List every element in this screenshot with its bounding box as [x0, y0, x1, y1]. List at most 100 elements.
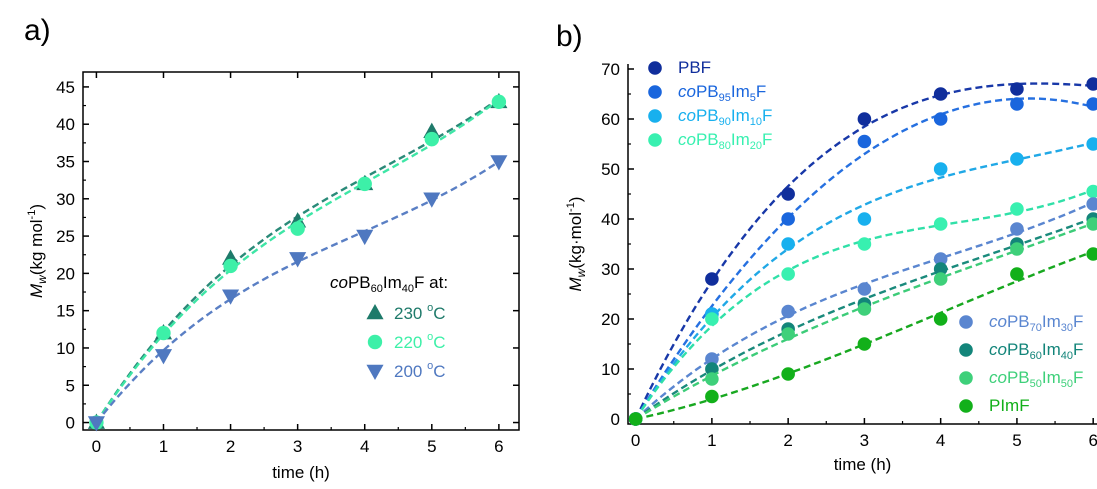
legend-item: 220 oC	[367, 331, 446, 352]
x-tick-label: 0	[92, 437, 101, 456]
data-point	[857, 302, 872, 316]
data-point	[222, 289, 240, 305]
series-7	[628, 247, 1097, 426]
legend-item: coPB95Im5F	[648, 82, 766, 104]
x-tick-label: 4	[360, 437, 369, 456]
y-axis-label: Mw(kg·mol-1)	[565, 197, 588, 292]
legend-marker	[959, 399, 973, 413]
legend-item: coPB60Im40F	[959, 340, 1083, 362]
data-point	[781, 267, 795, 281]
fit-line	[634, 97, 1094, 420]
x-tick-label: 4	[936, 431, 945, 450]
y-tick-label: 20	[601, 310, 620, 329]
legend-marker	[366, 364, 384, 380]
data-point	[933, 312, 948, 326]
data-point	[628, 412, 643, 426]
data-point	[857, 237, 872, 251]
data-point	[1086, 217, 1097, 231]
y-tick-label: 30	[56, 190, 75, 209]
data-point	[357, 176, 372, 192]
data-point	[289, 252, 307, 268]
data-point	[933, 252, 948, 266]
legend-item: PBF	[648, 58, 711, 77]
x-tick-label: 5	[1012, 431, 1021, 450]
data-point	[857, 337, 872, 351]
data-point	[154, 349, 173, 365]
legend-marker	[648, 61, 662, 75]
legend-marker	[959, 371, 973, 385]
y-tick-label: 25	[56, 227, 75, 246]
data-point	[933, 87, 948, 101]
data-point	[705, 372, 719, 386]
y-tick-label: 10	[56, 339, 75, 358]
legend-label: coPB80Im20F	[678, 130, 772, 152]
x-axis-label: time (h)	[272, 463, 330, 482]
y-tick-label: 0	[66, 414, 75, 433]
x-tick-label: 1	[707, 431, 716, 450]
legend-marker	[959, 343, 973, 357]
y-tick-label: 45	[56, 78, 75, 97]
y-tick-label: 30	[601, 260, 620, 279]
legend-label: coPB70Im30F	[989, 312, 1083, 334]
legend-label: coPB50Im50F	[989, 368, 1083, 390]
y-tick-label: 35	[56, 153, 75, 172]
legend-item: coPB80Im20F	[648, 130, 772, 152]
x-tick-label: 2	[226, 437, 235, 456]
data-point	[781, 327, 795, 341]
y-tick-label: 20	[56, 264, 75, 283]
y-tick-label: 10	[601, 360, 620, 379]
legend-marker	[367, 334, 383, 350]
data-point	[356, 229, 374, 246]
data-point	[781, 187, 795, 201]
x-axis-label: time (h)	[834, 455, 892, 474]
data-point	[423, 192, 441, 208]
y-tick-label: 40	[601, 210, 620, 229]
data-point	[857, 112, 872, 126]
data-point	[290, 221, 305, 236]
data-point	[1010, 242, 1024, 256]
data-point	[781, 304, 795, 319]
legend-label: 200 oC	[394, 360, 446, 381]
data-point	[1086, 197, 1097, 211]
legend-item: coPB70Im30F	[959, 312, 1083, 334]
y-tick-label: 15	[56, 302, 75, 321]
data-point	[857, 212, 872, 226]
data-point	[156, 325, 171, 341]
legend-label: coPB95Im5F	[678, 82, 766, 104]
data-point	[1086, 77, 1097, 91]
data-point	[1010, 152, 1024, 166]
data-point	[781, 212, 795, 226]
data-point	[424, 131, 439, 147]
y-tick-label: 5	[66, 376, 75, 395]
fit-line	[635, 250, 1094, 421]
data-point	[1010, 82, 1024, 96]
legend-marker	[959, 315, 973, 329]
data-point	[857, 134, 872, 149]
data-point	[781, 367, 795, 381]
data-point	[933, 262, 948, 276]
data-point	[1010, 222, 1024, 236]
data-point	[1010, 202, 1024, 216]
data-point	[491, 94, 507, 110]
legend-label: PBF	[678, 58, 711, 77]
panel-a-letter: a)	[24, 14, 51, 47]
x-tick-label: 6	[1088, 431, 1097, 450]
data-point	[933, 162, 948, 176]
y-axis-label: Mw(kg mol-1)	[26, 204, 49, 298]
legend-title: coPB60Im40F at:	[330, 273, 448, 295]
panel-b-letter: b)	[556, 20, 583, 53]
legend-item: 230 oC	[366, 302, 446, 323]
y-tick-label: 60	[601, 110, 620, 129]
legend-label: coPB90Im10F	[678, 106, 772, 128]
data-point	[705, 272, 719, 286]
legend-item: coPB90Im10F	[648, 106, 772, 128]
legend-marker	[648, 85, 662, 99]
x-tick-label: 5	[427, 437, 436, 456]
data-point	[1010, 267, 1024, 281]
data-point	[781, 237, 795, 251]
x-tick-label: 0	[631, 431, 640, 450]
x-tick-label: 6	[494, 437, 503, 456]
data-point	[705, 312, 719, 326]
